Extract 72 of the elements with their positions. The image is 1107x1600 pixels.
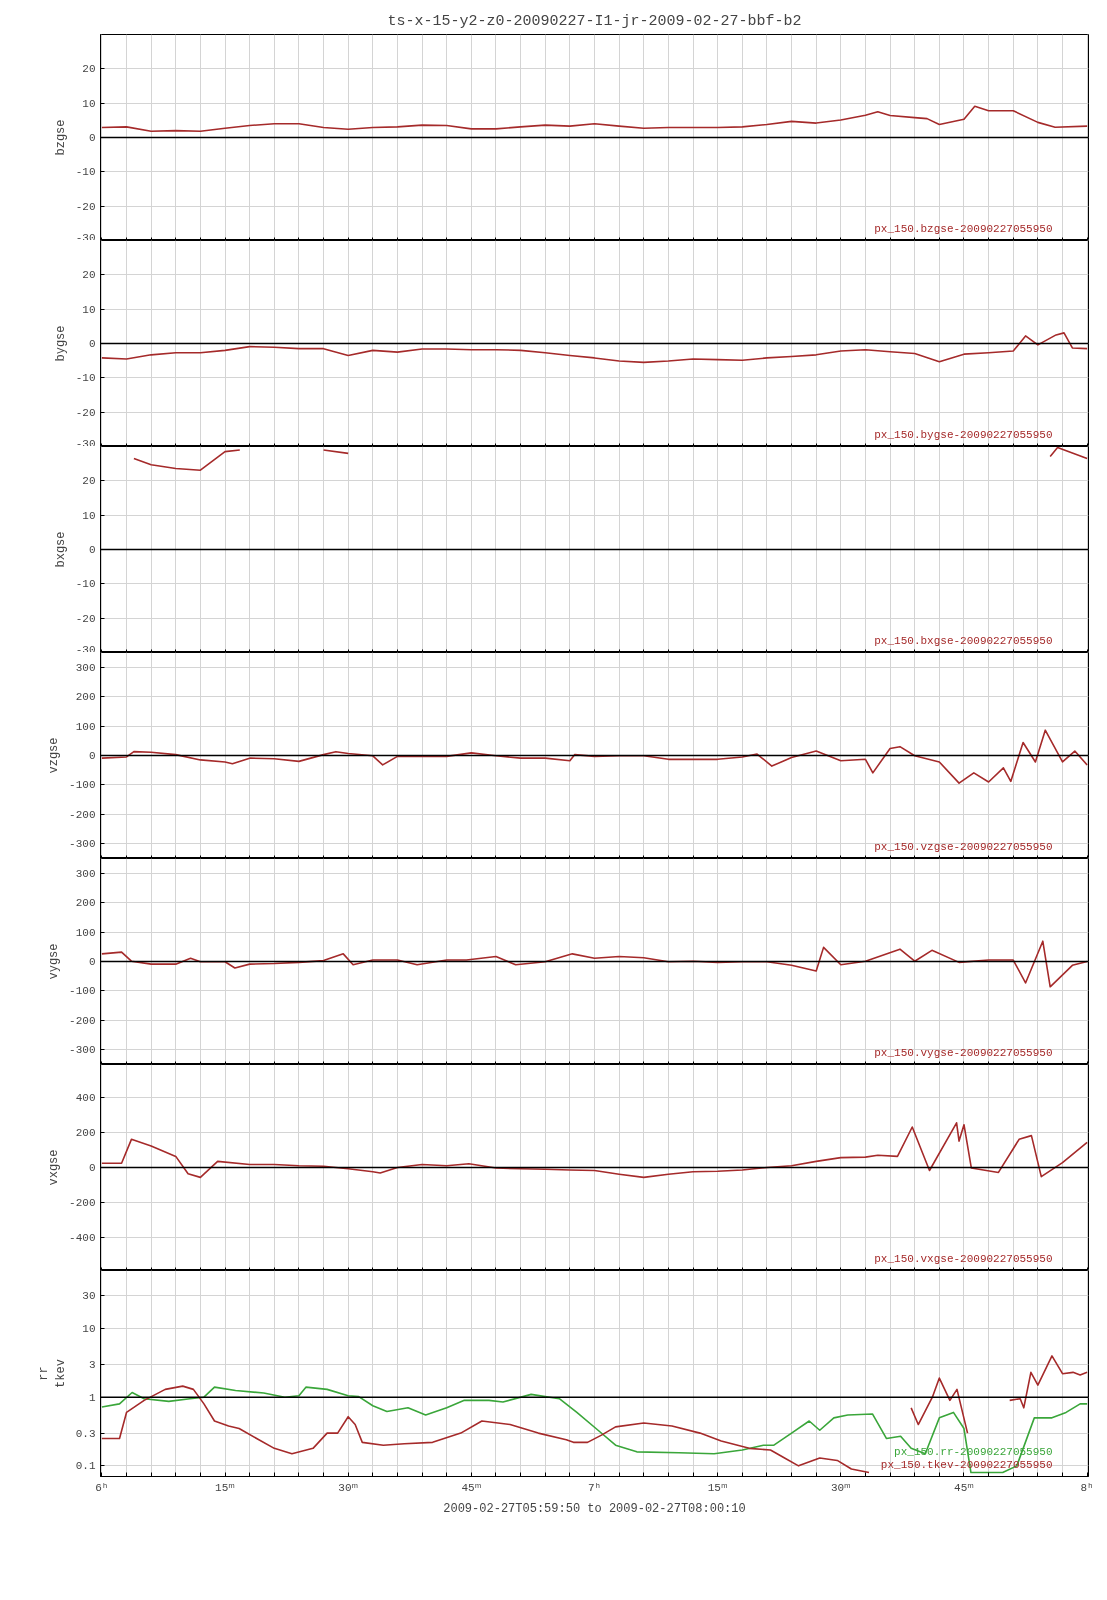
y-axis-title: vzgse xyxy=(47,737,62,774)
text: px_150.vygse-20090227055950 xyxy=(874,1046,1053,1059)
y-tick-label: 200 xyxy=(75,897,96,910)
y-tick-label: 0.3 xyxy=(75,1427,96,1440)
y-tick-label: -30 xyxy=(75,643,96,656)
y-tick-label: -200 xyxy=(69,1014,96,1027)
y-tick-label: 20 xyxy=(82,269,96,282)
y-tick-label: 0 xyxy=(88,956,96,968)
line-series xyxy=(101,940,1088,988)
y-axis-title: bzgse xyxy=(53,119,68,156)
x-tick-label: 7ʰ xyxy=(587,1481,602,1494)
y-tick-label: 0.1 xyxy=(75,1460,96,1473)
line-series xyxy=(101,105,1088,133)
y-tick-label: 10 xyxy=(82,97,96,110)
x-tick-label: 30ᵐ xyxy=(830,1481,851,1494)
y-tick-label: -10 xyxy=(75,372,96,385)
text: px_150.vzgse-20090227055950 xyxy=(874,840,1053,853)
x-tick-label: 8ʰ xyxy=(1080,1481,1094,1494)
y-axis-title: rr tkev xyxy=(36,1359,68,1388)
y-tick-label: 0 xyxy=(88,750,96,762)
y-axis-title: vygse xyxy=(47,943,62,980)
y-tick-label: -100 xyxy=(69,779,96,792)
y-tick-label: 1 xyxy=(88,1391,96,1404)
line-series xyxy=(101,729,1088,784)
y-tick-label: -300 xyxy=(69,838,96,851)
x-tick-label: 15ᵐ xyxy=(707,1481,728,1494)
text: px_150.bzgse-20090227055950 xyxy=(874,222,1053,235)
y-tick-label: 10 xyxy=(82,509,96,522)
y-tick-label: 300 xyxy=(75,661,96,674)
x-tick-label: 6ʰ xyxy=(95,1481,109,1494)
y-tick-label: 20 xyxy=(82,475,96,488)
text: px_150.bygse-20090227055950 xyxy=(874,428,1053,441)
y-tick-label: 200 xyxy=(75,1126,96,1139)
y-tick-label: -10 xyxy=(75,578,96,591)
y-axis-title: bygse xyxy=(53,325,68,362)
line-series xyxy=(101,332,1088,364)
y-tick-label: -200 xyxy=(69,1197,96,1210)
text: px_150.vxgse-20090227055950 xyxy=(874,1252,1053,1265)
y-tick-label: 100 xyxy=(75,926,96,939)
y-tick-label: 10 xyxy=(82,1323,96,1336)
y-tick-label: -200 xyxy=(69,808,96,821)
y-tick-label: 400 xyxy=(75,1091,96,1104)
y-axis-title: vxgse xyxy=(47,1149,62,1186)
y-tick-label: 30 xyxy=(82,1290,96,1303)
x-tick-label: 45ᵐ xyxy=(954,1481,974,1494)
y-axis-title: bxgse xyxy=(53,531,68,568)
y-tick-label: -300 xyxy=(69,1044,96,1057)
y-tick-label: 0 xyxy=(88,1162,96,1174)
x-tick-label: 45ᵐ xyxy=(461,1481,482,1494)
text: px_150.bxgse-20090227055950 xyxy=(874,634,1053,647)
y-tick-label: 100 xyxy=(75,720,96,733)
y-tick-label: 0 xyxy=(88,544,96,556)
y-tick-label: -20 xyxy=(75,612,96,625)
chart-title: ts-x-15-y2-z0-20090227-I1-jr-2009-02-27-bbf-b2 xyxy=(387,12,802,30)
x-tick-label: 30ᵐ xyxy=(338,1481,359,1494)
y-tick-label: 0 xyxy=(88,338,96,350)
y-tick-label: 0 xyxy=(88,132,96,144)
x-tick-label: 15ᵐ xyxy=(215,1481,235,1494)
y-tick-label: 200 xyxy=(75,691,96,704)
y-tick-label: 300 xyxy=(75,867,96,880)
y-tick-label: -10 xyxy=(75,166,96,179)
y-tick-label: -20 xyxy=(75,406,96,419)
y-tick-label: -100 xyxy=(69,985,96,998)
y-tick-label: -400 xyxy=(69,1232,96,1245)
y-tick-label: -30 xyxy=(75,437,96,450)
x-axis-title: 2009-02-27T05:59:50 to 2009-02-27T08:00:10 xyxy=(443,1501,746,1516)
line-series xyxy=(101,1121,1088,1179)
y-tick-label: -20 xyxy=(75,200,96,213)
y-tick-label: 20 xyxy=(82,63,96,76)
y-tick-label: 3 xyxy=(88,1358,96,1371)
y-tick-label: 10 xyxy=(82,303,96,316)
y-tick-label: -30 xyxy=(75,231,96,244)
